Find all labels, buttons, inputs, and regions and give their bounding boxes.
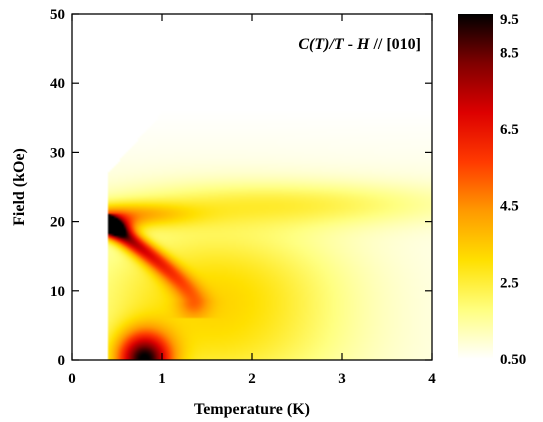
annotation-part-5: - — [344, 36, 357, 53]
annotation-part-3: )/ — [322, 36, 335, 53]
annotation-part-2: T — [314, 36, 325, 53]
chart-annotation: C(T)/T - H // [010] — [298, 36, 421, 53]
colorbar-labels: 9.5 8.5 6.5 4.5 2.5 0.50 — [500, 12, 526, 368]
colorbar-tick-label: 6.5 — [500, 122, 519, 138]
x-tick-label: 1 — [158, 371, 166, 387]
x-tick-label: 2 — [248, 371, 256, 387]
colorbar-tick-label: 9.5 — [500, 12, 519, 28]
colorbar: 9.5 8.5 6.5 4.5 2.5 0.50 — [458, 12, 526, 368]
plot-frame — [71, 13, 433, 361]
colorbar-tick-label: 2.5 — [500, 275, 519, 291]
y-tick-label: 30 — [50, 145, 65, 161]
heatmap-image — [72, 14, 432, 360]
colorbar-tick-label: 0.50 — [500, 352, 526, 368]
colorbar-tick-label: 4.5 — [500, 199, 519, 215]
annotation-part-6: H — [356, 36, 370, 53]
x-tick-label: 4 — [428, 371, 436, 387]
colorbar-gradient — [458, 14, 493, 359]
y-tick-label: 20 — [50, 215, 65, 231]
annotation-part-1: C( — [298, 36, 316, 53]
x-tick-labels: 0 1 2 3 4 — [68, 371, 436, 387]
x-tick-label: 0 — [68, 371, 76, 387]
y-tick-labels: 0 10 20 30 40 50 — [50, 7, 65, 369]
y-tick-label: 40 — [50, 76, 65, 92]
x-tick-label: 3 — [338, 371, 346, 387]
colorbar-tick-label: 8.5 — [500, 45, 519, 61]
y-axis-label: Field (kOe) — [11, 148, 28, 226]
x-axis-label: Temperature (K) — [194, 401, 310, 418]
plot-area — [72, 14, 432, 360]
y-tick-label: 10 — [50, 284, 65, 300]
annotation-part-4: T — [334, 36, 345, 53]
y-tick-label: 0 — [58, 353, 66, 369]
y-tick-label: 50 — [50, 7, 65, 23]
annotation-part-7: // [010] — [369, 36, 421, 53]
